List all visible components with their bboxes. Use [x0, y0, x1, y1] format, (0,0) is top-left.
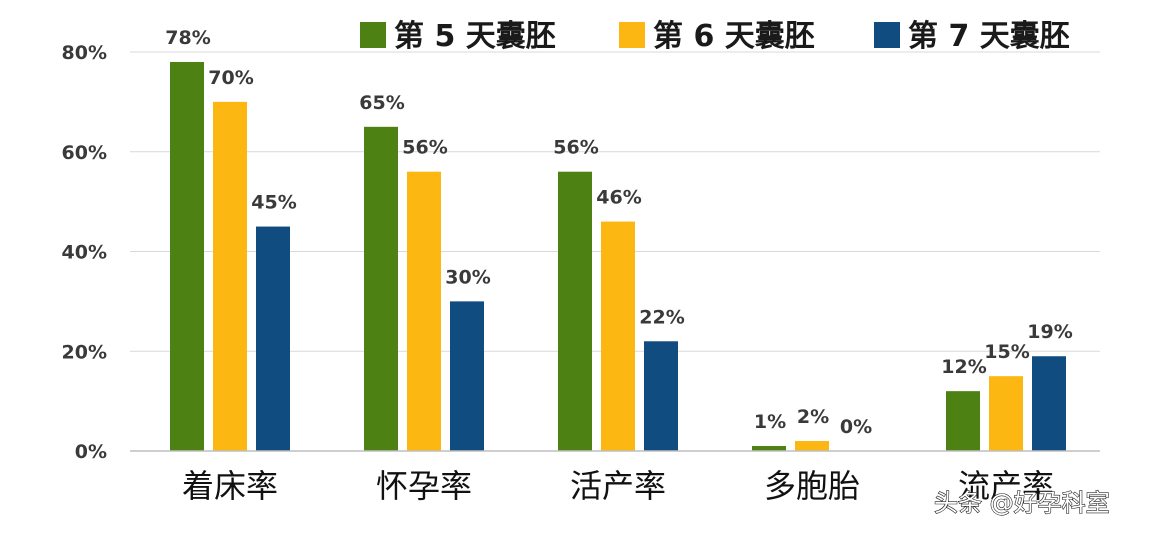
- bar: [364, 126, 398, 451]
- data-label: 70%: [208, 67, 253, 89]
- data-label: 46%: [596, 187, 641, 209]
- y-axis-tick-labels: 0% 20% 40% 60% 80%: [62, 42, 107, 463]
- bar: [450, 301, 484, 451]
- category-label: 着床率: [182, 467, 278, 505]
- legend-swatch: [619, 22, 645, 48]
- bar: [601, 221, 635, 451]
- bar: [946, 391, 980, 451]
- bar: [170, 61, 204, 451]
- category-labels: 着床率 怀孕率 活产率 多胞胎 流产率: [182, 467, 1054, 505]
- bar: [644, 341, 678, 451]
- data-label: 78%: [165, 27, 210, 49]
- bar: [213, 101, 247, 451]
- y-tick-label: 0%: [75, 441, 107, 463]
- watermark: 头条 @好孕科室: [934, 489, 1110, 517]
- data-label: 0%: [840, 416, 872, 438]
- bar: [1032, 356, 1066, 451]
- legend-swatch: [874, 22, 900, 48]
- y-tick-label: 60%: [62, 142, 107, 164]
- bar: [407, 171, 441, 451]
- data-label: 45%: [251, 192, 296, 214]
- data-label: 15%: [984, 341, 1029, 363]
- bar: [989, 376, 1023, 451]
- bars: [170, 61, 1066, 451]
- category-label: 活产率: [570, 467, 666, 505]
- y-tick-label: 40%: [62, 242, 107, 264]
- data-label: 19%: [1027, 321, 1072, 343]
- data-label: 12%: [941, 356, 986, 378]
- bar: [752, 446, 786, 451]
- data-label: 22%: [639, 306, 684, 328]
- data-labels: 78% 70% 45% 65% 56% 30% 56% 46% 22% 1% 2% 0% 12%15%1…: [165, 27, 1072, 438]
- y-tick-label: 80%: [62, 42, 107, 64]
- legend-label: 第 6 天囊胚: [653, 19, 815, 54]
- bar: [558, 171, 592, 451]
- data-label: 1%: [754, 411, 786, 433]
- data-label: 56%: [402, 137, 447, 159]
- data-label: 2%: [797, 406, 829, 428]
- data-label: 56%: [553, 137, 598, 159]
- category-label: 多胞胎: [764, 467, 860, 505]
- legend-label: 第 5 天囊胚: [394, 19, 556, 54]
- category-label: 流产率: [958, 467, 1054, 505]
- legend-label: 第 7 天囊胚: [908, 19, 1070, 54]
- category-label: 怀孕率: [376, 467, 472, 505]
- bar: [795, 441, 829, 451]
- legend-swatch: [360, 22, 386, 48]
- data-label: 65%: [359, 92, 404, 114]
- bar: [256, 226, 290, 451]
- data-label: 30%: [445, 266, 490, 288]
- legend: 第 5 天囊胚 第 6 天囊胚 第 7 天囊胚: [360, 19, 1070, 54]
- y-tick-label: 20%: [62, 341, 107, 363]
